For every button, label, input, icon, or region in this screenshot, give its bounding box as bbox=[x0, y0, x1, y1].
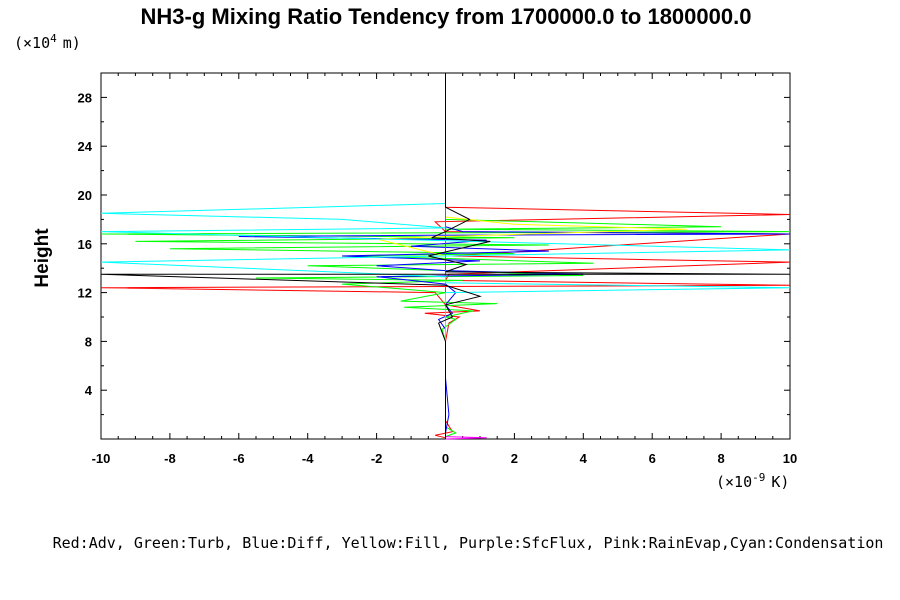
y-tick-label: 12 bbox=[78, 286, 92, 301]
x-tick-label: 2 bbox=[511, 451, 518, 466]
y-tick-label: 4 bbox=[85, 383, 93, 398]
x-tick-label: 8 bbox=[717, 451, 724, 466]
y-tick-label: 28 bbox=[78, 90, 92, 105]
y-tick-label: 8 bbox=[85, 334, 92, 349]
x-tick-label: 0 bbox=[442, 451, 449, 466]
y-tick-label: 20 bbox=[78, 188, 92, 203]
x-scale-label: (×10-9 K) bbox=[716, 471, 789, 491]
x-tick-label: -8 bbox=[164, 451, 176, 466]
axis-ticks bbox=[100, 73, 791, 439]
x-tick-label: 10 bbox=[783, 451, 797, 466]
x-tick-label: 4 bbox=[580, 451, 588, 466]
series-line-rainevap bbox=[445, 73, 487, 440]
series-layer bbox=[100, 73, 791, 440]
series-line-turb bbox=[100, 73, 791, 438]
series-line-total bbox=[100, 73, 791, 439]
x-tick-label: -6 bbox=[233, 451, 245, 466]
series-line-diff bbox=[238, 73, 791, 433]
x-tick-label: 6 bbox=[649, 451, 656, 466]
x-tick-label: -4 bbox=[302, 451, 314, 466]
x-tick-label: -2 bbox=[371, 451, 383, 466]
y-scale-label: (×104 m) bbox=[14, 32, 81, 52]
y-axis-label: Height bbox=[32, 228, 53, 288]
series-line-condensation bbox=[100, 73, 791, 439]
chart-title: NH3-g Mixing Ratio Tendency from 1700000… bbox=[141, 4, 752, 29]
legend-text: Red:Adv, Green:Turb, Blue:Diff, Yellow:F… bbox=[53, 534, 884, 552]
y-tick-label: 24 bbox=[78, 139, 93, 154]
y-tick-label: 16 bbox=[78, 237, 92, 252]
x-tick-label: -10 bbox=[92, 451, 111, 466]
